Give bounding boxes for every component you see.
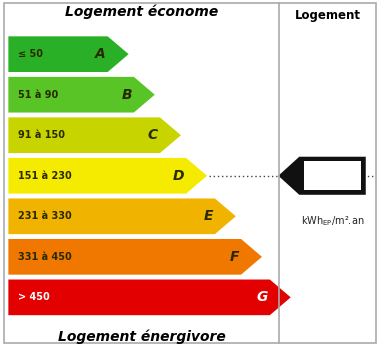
- Text: 231 à 330: 231 à 330: [18, 211, 71, 221]
- Text: 151 à 230: 151 à 230: [18, 171, 71, 181]
- Text: ≤ 50: ≤ 50: [18, 49, 43, 59]
- Text: 331 à 450: 331 à 450: [18, 252, 71, 262]
- Text: > 450: > 450: [18, 292, 50, 302]
- Text: Logement économe: Logement économe: [65, 5, 218, 19]
- Polygon shape: [8, 239, 262, 275]
- Text: G: G: [256, 290, 268, 304]
- Polygon shape: [8, 280, 291, 315]
- Text: F: F: [230, 250, 239, 264]
- Polygon shape: [8, 36, 128, 72]
- Polygon shape: [8, 199, 236, 234]
- Text: A: A: [95, 47, 106, 61]
- Text: Logement: Logement: [295, 9, 361, 22]
- Text: B: B: [121, 88, 132, 102]
- Polygon shape: [278, 157, 366, 195]
- Bar: [304, 161, 361, 190]
- Text: kWh$_\mathregular{EP}$/m².an: kWh$_\mathregular{EP}$/m².an: [301, 214, 364, 228]
- Polygon shape: [8, 117, 181, 153]
- Text: C: C: [148, 128, 158, 142]
- Text: D: D: [173, 169, 184, 183]
- Polygon shape: [8, 77, 155, 112]
- Text: 91 à 150: 91 à 150: [18, 130, 65, 140]
- Text: 51 à 90: 51 à 90: [18, 90, 58, 100]
- Text: E: E: [204, 209, 213, 223]
- Text: Logement énergivore: Logement énergivore: [58, 329, 225, 344]
- Polygon shape: [8, 158, 207, 194]
